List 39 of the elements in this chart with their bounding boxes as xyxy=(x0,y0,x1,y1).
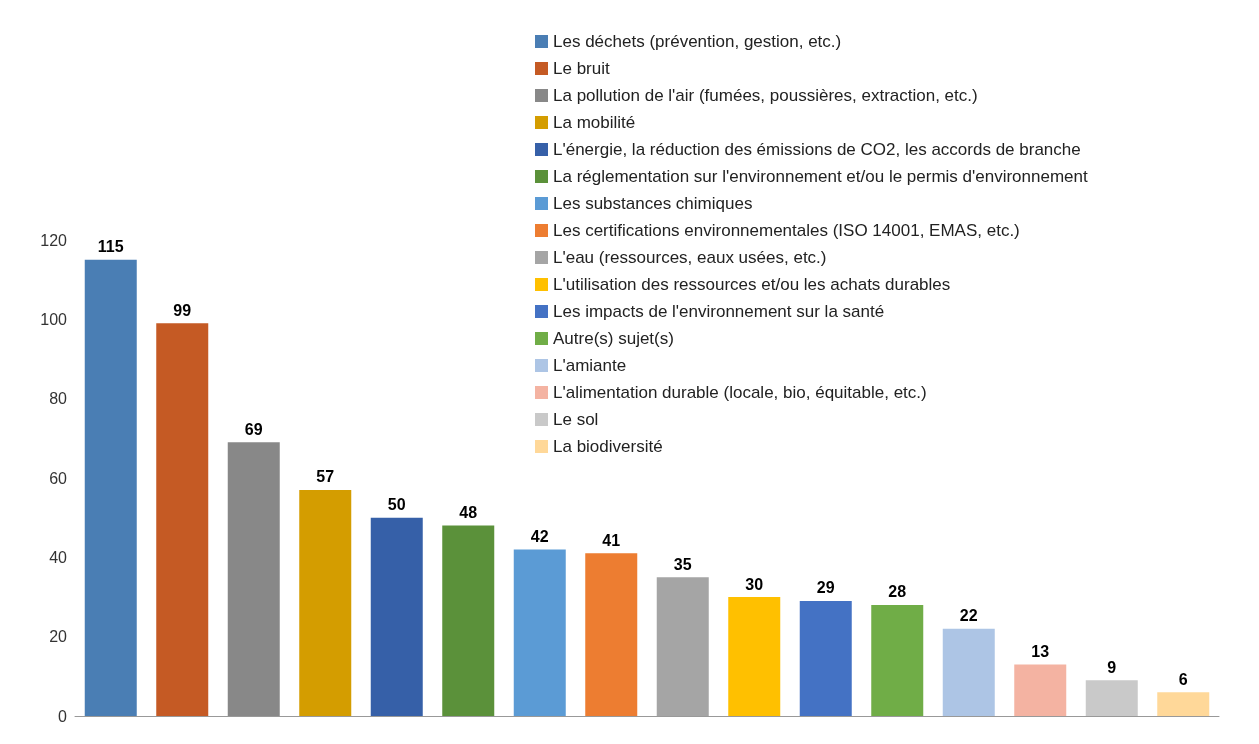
legend-label: La pollution de l'air (fumées, poussières, extraction, etc.) xyxy=(553,86,978,105)
legend-label: Autre(s) sujet(s) xyxy=(553,329,674,348)
y-tick-label: 80 xyxy=(49,390,68,408)
legend-label: Les certifications environnementales (ISO 14001, EMAS, etc.) xyxy=(553,221,1020,240)
y-tick-label: 40 xyxy=(49,548,68,566)
data-label: 29 xyxy=(816,579,835,597)
legend-label: L'eau (ressources, eaux usées, etc.) xyxy=(553,248,827,267)
y-tick-label: 120 xyxy=(40,231,68,249)
data-label: 42 xyxy=(530,527,549,545)
legend-label: L'énergie, la réduction des émissions de CO2, les accords de branche xyxy=(553,140,1081,159)
y-tick-label: 60 xyxy=(49,469,68,487)
legend-label: L'amiante xyxy=(553,356,627,375)
data-label: 41 xyxy=(602,531,621,549)
legend-label: Les impacts de l'environnement sur la santé xyxy=(553,302,885,321)
data-label: 50 xyxy=(387,496,406,514)
legend-label: Le bruit xyxy=(553,59,610,78)
legend-label: La mobilité xyxy=(553,113,636,132)
data-label: 9 xyxy=(1107,658,1117,676)
data-label: 28 xyxy=(888,583,907,601)
y-tick-label: 20 xyxy=(49,628,68,646)
data-label: 48 xyxy=(459,504,478,522)
data-label: 99 xyxy=(173,301,192,319)
legend-label: La biodiversité xyxy=(553,437,663,456)
y-tick-label: 100 xyxy=(40,310,68,328)
legend-label: L'alimentation durable (locale, bio, équitable, etc.) xyxy=(553,383,927,402)
legend-label: L'utilisation des ressources et/ou les achats durables xyxy=(553,275,951,294)
data-label: 6 xyxy=(1178,670,1188,688)
data-label: 69 xyxy=(244,420,263,438)
data-label: 13 xyxy=(1031,642,1050,660)
data-label: 57 xyxy=(316,468,335,486)
legend-label: Le sol xyxy=(553,410,599,429)
legend-label: La réglementation sur l'environnement et/ou le permis d'environnement xyxy=(553,167,1089,186)
data-label: 22 xyxy=(959,607,978,625)
data-label: 115 xyxy=(97,238,124,256)
y-tick-label: 0 xyxy=(58,707,68,725)
legend-label: Les substances chimiques xyxy=(553,194,753,213)
legend-label: Les déchets (prévention, gestion, etc.) xyxy=(553,32,842,51)
data-label: 30 xyxy=(745,575,764,593)
data-label: 35 xyxy=(673,555,692,573)
